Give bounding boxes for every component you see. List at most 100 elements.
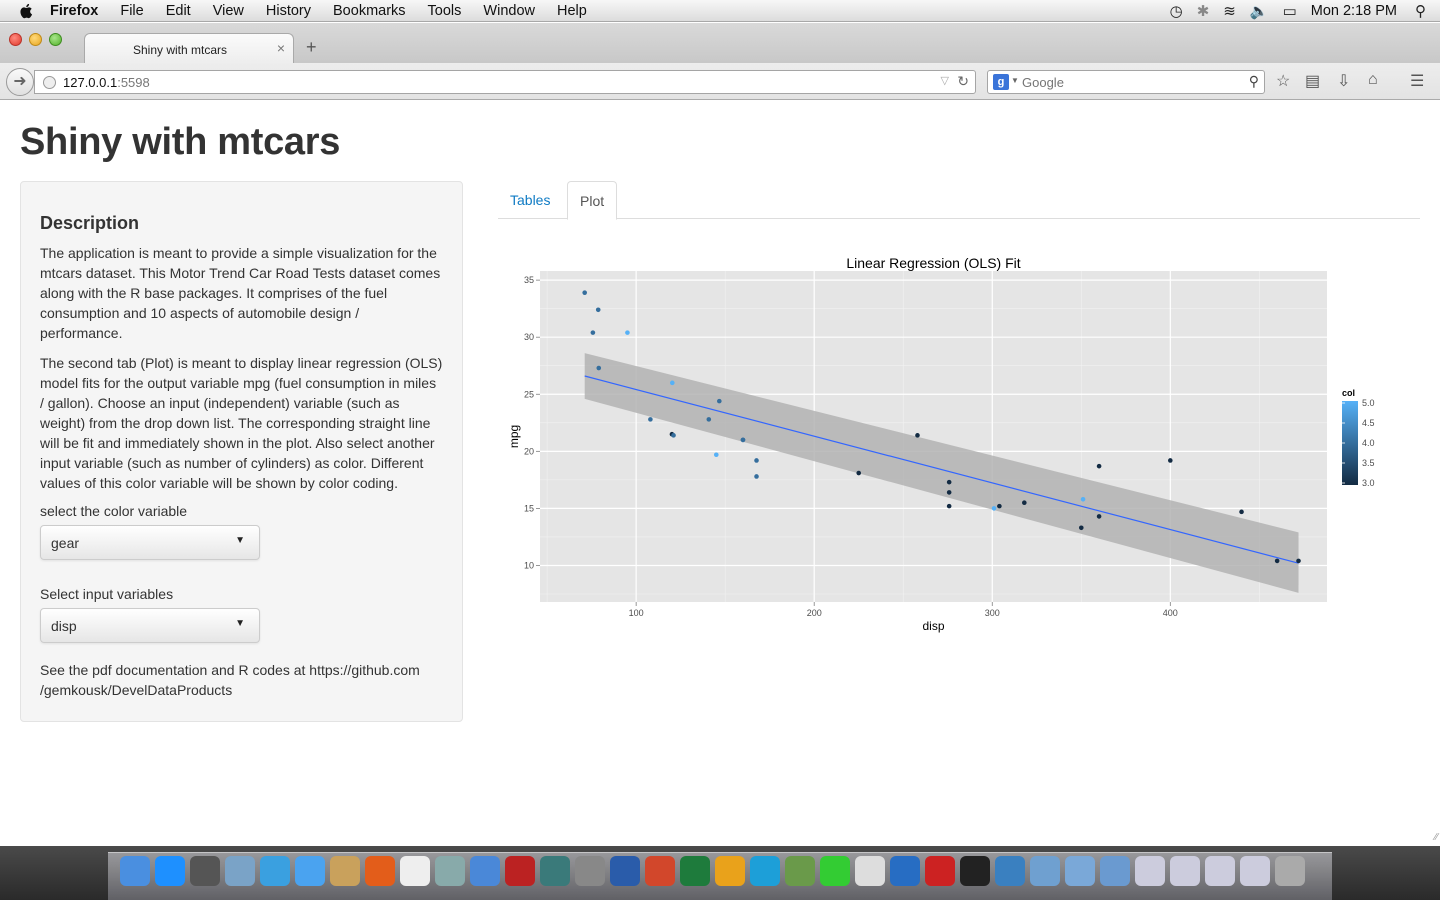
data-point <box>740 437 746 443</box>
data-point <box>706 417 712 422</box>
spotlight-search-icon[interactable]: ⚲ <box>1415 3 1426 20</box>
google-engine-icon[interactable]: g <box>993 74 1009 90</box>
window-zoom-icon[interactable] <box>49 33 62 46</box>
wifi-icon[interactable]: ≋ <box>1223 3 1236 20</box>
preview-icon[interactable] <box>225 856 255 886</box>
browser-tab-strip: Shiny with mtcars × + <box>0 23 1440 64</box>
x-tick-label: 300 <box>985 608 1000 618</box>
menu-window[interactable]: Window <box>483 2 535 19</box>
menu-edit[interactable]: Edit <box>165 2 191 19</box>
excel-icon[interactable] <box>680 856 710 886</box>
data-point <box>625 330 630 335</box>
tab-close-icon[interactable]: × <box>276 40 285 56</box>
menu-tools[interactable]: Tools <box>427 2 462 19</box>
reload-icon[interactable]: ↻ <box>957 73 969 89</box>
documents-folder-icon[interactable] <box>1065 856 1095 886</box>
engine-dropdown-icon[interactable]: ▼ <box>1011 76 1019 85</box>
itunes-icon[interactable] <box>470 856 500 886</box>
data-point <box>997 503 1002 509</box>
window-minimize-icon[interactable] <box>29 33 42 46</box>
network-icon[interactable] <box>785 856 815 886</box>
window-thumb-4-icon[interactable] <box>1240 856 1270 886</box>
url-bar[interactable]: 127.0.0.1:5598 ▽ ↻ <box>34 70 976 94</box>
data-point <box>669 380 675 386</box>
finder-icon[interactable] <box>120 856 150 886</box>
search-magnifier-icon[interactable]: ⚲ <box>1248 73 1259 89</box>
data-point <box>1078 525 1084 531</box>
menu-history[interactable]: History <box>265 2 312 19</box>
data-point <box>991 506 997 511</box>
time-machine-icon[interactable] <box>540 856 570 886</box>
page-title: Shiny with mtcars <box>20 121 341 163</box>
home-icon[interactable]: ⌂ <box>1368 71 1378 88</box>
r-icon[interactable] <box>890 856 920 886</box>
bookmark-star-icon[interactable]: ☆ <box>1276 73 1291 90</box>
xcode-icon[interactable] <box>995 856 1025 886</box>
word-icon[interactable] <box>610 856 640 886</box>
window-thumb-3-icon[interactable] <box>1205 856 1235 886</box>
data-point <box>582 290 587 295</box>
volume-icon[interactable]: 🔈 <box>1249 3 1269 20</box>
bluetooth-icon[interactable]: ✱ <box>1196 3 1210 20</box>
downloads-icon[interactable] <box>1100 856 1130 886</box>
chevron-down-icon: ▼ <box>235 618 245 629</box>
messages-icon[interactable] <box>295 856 325 886</box>
terminal-icon[interactable] <box>960 856 990 886</box>
back-arrow-icon[interactable]: ➜ <box>6 68 34 96</box>
acrobat-icon[interactable] <box>925 856 955 886</box>
app-store-icon[interactable] <box>155 856 185 886</box>
data-point <box>856 470 862 476</box>
downloads-arrow-icon[interactable]: ⇩ <box>1337 73 1351 90</box>
time-machine-status-icon[interactable]: ◷ <box>1169 3 1183 20</box>
photobooth-icon[interactable] <box>505 856 535 886</box>
facetime-icon[interactable] <box>820 856 850 886</box>
photos-icon[interactable] <box>435 856 465 886</box>
menu-view[interactable]: View <box>212 2 244 19</box>
lync-icon[interactable] <box>750 856 780 886</box>
site-identity-icon[interactable] <box>43 76 56 89</box>
apple-menu-icon[interactable] <box>18 2 36 20</box>
reading-list-icon[interactable]: ▤ <box>1305 73 1321 90</box>
y-tick-label: 35 <box>524 275 534 285</box>
textedit-icon[interactable] <box>855 856 885 886</box>
regression-plot: 10 15 20 25 30 35 100 200 300 400 Linear Regressio… <box>507 255 1375 633</box>
safari-icon[interactable] <box>260 856 290 886</box>
color-variable-label: select the color variable <box>40 503 188 519</box>
tab-plot[interactable]: Plot <box>567 181 618 220</box>
menu-file[interactable]: File <box>120 2 144 19</box>
tab-tables[interactable]: Tables <box>510 192 551 208</box>
outlook-icon[interactable] <box>715 856 745 886</box>
color-variable-select[interactable]: gear ▼ <box>40 525 260 560</box>
hamburger-menu-icon[interactable]: ☰ <box>1410 73 1425 90</box>
data-point <box>671 433 676 438</box>
confidence-band <box>584 353 1299 593</box>
data-point <box>717 398 722 404</box>
window-close-icon[interactable] <box>9 33 22 46</box>
window-thumb-1-icon[interactable] <box>1135 856 1165 886</box>
battery-icon[interactable]: ▭ <box>1282 3 1297 20</box>
menu-clock[interactable]: Mon 2:18 PM <box>1310 3 1397 19</box>
window-thumb-2-icon[interactable] <box>1170 856 1200 886</box>
browser-tab-active[interactable]: Shiny with mtcars × <box>84 33 294 64</box>
search-input[interactable] <box>1022 73 1232 91</box>
input-variable-select[interactable]: disp ▼ <box>40 608 260 643</box>
url-text: 127.0.0.1:5598 <box>63 75 150 90</box>
applications-folder-icon[interactable] <box>1030 856 1060 886</box>
new-tab-icon[interactable]: + <box>306 37 317 57</box>
trash-icon[interactable] <box>1275 856 1305 886</box>
contacts-icon[interactable] <box>330 856 360 886</box>
system-preferences-icon[interactable] <box>575 856 605 886</box>
powerpoint-icon[interactable] <box>645 856 675 886</box>
menu-app-firefox[interactable]: Firefox <box>50 2 99 19</box>
menu-help[interactable]: Help <box>556 2 587 19</box>
url-history-dropdown-icon[interactable]: ▽ <box>940 75 949 87</box>
menu-bookmarks[interactable]: Bookmarks <box>333 2 406 19</box>
data-point <box>590 330 596 335</box>
dock <box>0 846 1440 900</box>
search-bar[interactable]: g ▼ ⚲ <box>987 70 1265 94</box>
window-resize-grip-icon[interactable]: ∕∕ <box>1434 832 1438 843</box>
firefox-icon[interactable] <box>365 856 395 886</box>
calendar-icon[interactable] <box>400 856 430 886</box>
launchpad-icon[interactable] <box>190 856 220 886</box>
input-variable-label: Select input variables <box>40 586 174 602</box>
